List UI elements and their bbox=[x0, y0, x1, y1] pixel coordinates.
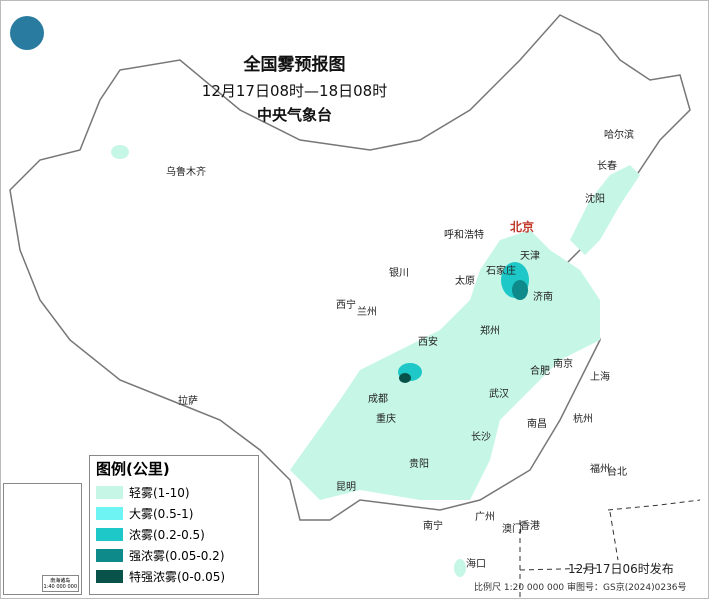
legend-item: 浓雾(0.2-0.5) bbox=[96, 524, 258, 545]
city-label: 重庆 bbox=[376, 414, 396, 425]
city-label: 成都 bbox=[368, 394, 388, 405]
south-sea-boundary bbox=[519, 499, 701, 599]
fog-strong-area-sichuan bbox=[399, 373, 411, 383]
issued-time: 12月17日06时发布 bbox=[568, 562, 674, 576]
city-label: 银川 bbox=[389, 268, 409, 279]
fog-light-area-northeast bbox=[570, 165, 640, 255]
city-label: 海口 bbox=[466, 559, 486, 570]
legend-label: 大雾(0.5-1) bbox=[129, 507, 194, 521]
city-label: 澳门 bbox=[502, 524, 522, 535]
city-label: 武汉 bbox=[489, 389, 509, 400]
city-label: 兰州 bbox=[357, 307, 377, 318]
city-label: 昆明 bbox=[336, 482, 356, 493]
city-label: 拉萨 bbox=[178, 396, 198, 407]
city-label: 济南 bbox=[533, 292, 553, 303]
fog-light-area-hainan bbox=[454, 559, 466, 577]
city-label: 西宁 bbox=[336, 300, 356, 311]
legend-swatch bbox=[96, 486, 123, 499]
city-label: 乌鲁木齐 bbox=[166, 167, 206, 178]
legend-label: 轻雾(1-10) bbox=[129, 486, 190, 500]
city-label: 长沙 bbox=[471, 432, 491, 443]
city-label: 台北 bbox=[607, 467, 627, 478]
city-label: 合肥 bbox=[530, 366, 550, 377]
city-label: 上海 bbox=[590, 372, 610, 383]
city-label: 贵阳 bbox=[409, 459, 429, 470]
legend-swatch bbox=[96, 570, 123, 583]
forecast-period: 12月17日08时—18日08时 bbox=[201, 82, 388, 100]
inset-scale: 1:40 000 000 bbox=[43, 584, 78, 590]
map-title: 全国雾预报图 bbox=[243, 55, 346, 75]
legend-label: 浓雾(0.2-0.5) bbox=[129, 528, 205, 542]
fog-strong-area bbox=[512, 280, 528, 300]
city-label: 广州 bbox=[475, 512, 495, 523]
cma-logo bbox=[10, 16, 44, 50]
legend-item: 轻雾(1-10) bbox=[96, 482, 258, 503]
city-label: 福州 bbox=[590, 464, 610, 475]
legend-item: 大雾(0.5-1) bbox=[96, 503, 258, 524]
city-label: 沈阳 bbox=[585, 194, 605, 205]
legend-swatch bbox=[96, 528, 123, 541]
city-label: 西安 bbox=[418, 337, 438, 348]
inset-label: 南海诸岛 bbox=[50, 578, 71, 584]
legend-label: 强浓雾(0.05-0.2) bbox=[129, 549, 225, 563]
legend-item: 特强浓雾(0-0.05) bbox=[96, 566, 258, 587]
city-label: 长春 bbox=[597, 161, 617, 172]
fog-light-area-xinjiang bbox=[111, 145, 129, 159]
city-label: 哈尔滨 bbox=[604, 130, 634, 141]
city-label: 天津 bbox=[520, 251, 540, 262]
legend: 图例(公里) 轻雾(1-10) 大雾(0.5-1) 浓雾(0.2-0.5) 强浓雾(0… bbox=[89, 455, 259, 595]
south-china-sea-inset: 南海诸岛 1:40 000 000 bbox=[3, 483, 82, 595]
city-label: 香港 bbox=[520, 521, 540, 532]
city-label: 北京 bbox=[510, 220, 535, 234]
legend-label: 特强浓雾(0-0.05) bbox=[129, 570, 226, 584]
city-label: 郑州 bbox=[480, 326, 500, 337]
city-label: 石家庄 bbox=[486, 266, 516, 277]
city-label: 杭州 bbox=[573, 414, 593, 425]
legend-swatch bbox=[96, 507, 123, 520]
legend-swatch bbox=[96, 549, 123, 562]
city-label: 呼和浩特 bbox=[444, 230, 484, 241]
issuer: 中央气象台 bbox=[256, 106, 332, 124]
city-label: 南宁 bbox=[423, 521, 443, 532]
legend-title: 图例(公里) bbox=[96, 460, 170, 478]
city-label: 南昌 bbox=[527, 419, 547, 430]
city-label: 太原 bbox=[455, 276, 475, 287]
map-footer: 比例尺 1:20 000 000 审图号：GS京(2024)0236号 bbox=[474, 583, 687, 593]
legend-item: 强浓雾(0.05-0.2) bbox=[96, 545, 258, 566]
city-label: 南京 bbox=[553, 359, 573, 370]
